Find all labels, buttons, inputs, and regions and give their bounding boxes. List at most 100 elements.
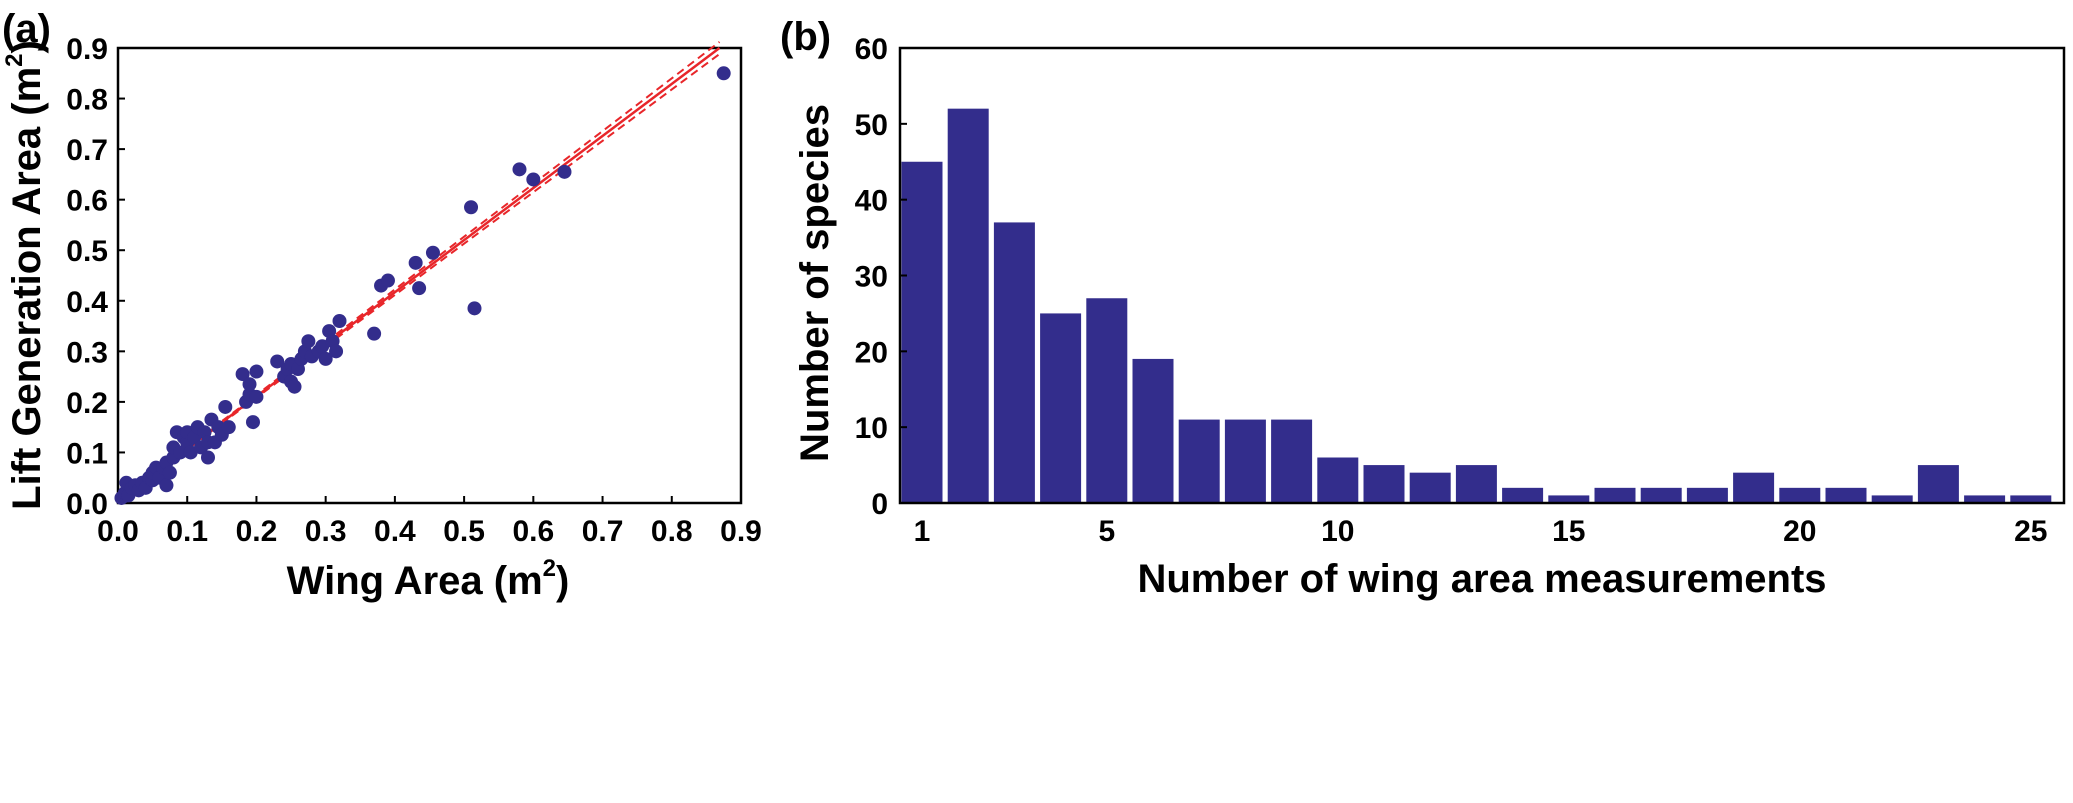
panel-a-data-point	[332, 314, 347, 328]
panel-a-y-tick-label: 0.3	[66, 336, 108, 369]
panel-b-bar	[1825, 487, 1867, 503]
panel-a-data-point	[287, 379, 302, 394]
panel-b-bar	[1733, 472, 1775, 503]
panel-a-x-tick-label: 0.9	[720, 515, 762, 548]
panel-b-bar	[1040, 313, 1082, 503]
panel-b-y-tick-label: 30	[855, 261, 888, 294]
panel-b-bars	[901, 108, 2052, 504]
panel-a-data-point	[235, 367, 250, 382]
panel-a-x-tick-label: 0.8	[651, 515, 693, 548]
panel-a-x-tick-label: 0.0	[97, 515, 139, 548]
panel-b-y-axis-label: Number of species	[793, 104, 837, 462]
panel-b-x-tick-label: 20	[1783, 515, 1816, 548]
panel-a-x-tick-label: 0.1	[166, 515, 208, 548]
panel-b-y-tick-label: 0	[871, 488, 888, 521]
panel-b-bar	[1964, 495, 2006, 503]
panel-b-bar	[1871, 495, 1913, 503]
panel-b-bar	[1548, 495, 1590, 503]
panel-b-bar	[993, 222, 1035, 503]
panel-b-bar	[1686, 487, 1728, 503]
panel-a-x-tick-label: 0.7	[582, 515, 624, 548]
panel-a-data-point	[270, 354, 285, 369]
panel-a-data-point	[526, 172, 541, 187]
panel-b-bar	[1132, 358, 1174, 503]
panel-b-x-tick-label: 10	[1321, 515, 1354, 548]
panel-a-data-point	[301, 334, 316, 349]
panel-a-y-tick-label: 0.7	[66, 134, 108, 167]
panel-b-bar	[1594, 487, 1636, 503]
panel-b-label: (b)	[780, 15, 831, 59]
panel-b-bar	[1640, 487, 1682, 503]
panel-a-y-tick-label: 0.1	[66, 437, 108, 470]
panel-a-data-point	[221, 420, 236, 435]
panel-a-data-points	[114, 66, 731, 505]
panel-a-data-point	[425, 245, 440, 260]
panel-a-y-tick-label: 0.6	[66, 185, 108, 218]
panel-a-data-point	[329, 344, 344, 359]
panel-a-data-point	[249, 389, 264, 404]
panel-b-bar	[1502, 487, 1544, 503]
panel-a-data-point	[464, 200, 479, 215]
panel-a-y-tick-label: 0.0	[66, 488, 108, 521]
panel-a-data-point	[467, 301, 482, 316]
panel-a-y-axis: 0.0 0.1 0.2 0.3 0.4 0.5 0.6 0.7 0.8 0.9	[66, 33, 125, 521]
panel-a-data-point	[380, 273, 395, 288]
panel-b-y-tick-label: 40	[855, 185, 888, 218]
panel-b-bar	[1224, 419, 1266, 503]
panel-a-x-axis: 0.0 0.1 0.2 0.3 0.4 0.5 0.6 0.7 0.8 0.9	[97, 496, 762, 548]
panel-a-data-point	[408, 255, 423, 270]
panel-a-data-point	[242, 377, 257, 392]
panel-a-data-point	[318, 351, 333, 366]
panel-b-y-tick-label: 50	[855, 109, 888, 142]
panel-a-x-tick-label: 0.4	[374, 515, 416, 548]
panel-b-bar	[1317, 457, 1359, 503]
panel-a-y-tick-label: 0.2	[66, 387, 108, 420]
panel-a-data-point	[218, 399, 233, 414]
panel-a-data-point	[315, 339, 330, 354]
panel-a-data-point	[173, 445, 188, 460]
panel-a-x-tick-label: 0.6	[512, 515, 554, 548]
panel-a-y-tick-label: 0.9	[66, 33, 108, 66]
panel-b-y-axis: 0 10 20 30 40 50 60	[855, 33, 907, 521]
panel-a-y-tick-label: 0.4	[66, 286, 108, 319]
panel-b-bar	[1409, 472, 1451, 503]
panel-b-x-tick-label: 25	[2014, 515, 2047, 548]
panel-a-y-axis-label-superscript: 2	[1, 53, 28, 66]
panel-b-x-tick-label: 15	[1552, 515, 1585, 548]
panel-b-x-tick-label: 1	[914, 515, 931, 548]
panel-a-confidence-band	[117, 53, 721, 504]
panel-a-data-point	[183, 445, 198, 460]
panel-b-bar	[947, 108, 989, 504]
panel-a-x-axis-label-main: Wing Area (m	[287, 559, 543, 603]
panel-b-x-tick-label: 5	[1098, 515, 1115, 548]
panel-a-x-axis-label-close: )	[556, 559, 569, 603]
panel-a-y-tick-label: 0.5	[66, 235, 108, 268]
panel-a-data-point	[557, 164, 572, 179]
panel-a-data-point	[245, 415, 260, 430]
panel-a-data-point	[512, 162, 527, 177]
panel-a-x-tick-label: 0.5	[443, 515, 485, 548]
panel-a-scatter-plot: (a) 0.00.10.20.30.40.50.60.70.80.9 0.0 0.…	[1, 7, 762, 603]
panel-a-data-point	[249, 364, 264, 379]
panel-a-y-axis-label: Lift Generation Area (m2)	[1, 40, 49, 510]
panel-b-bar	[2010, 495, 2052, 503]
panel-a-plot-frame	[116, 46, 743, 505]
panel-a-data-point	[716, 66, 731, 81]
panel-b-y-tick-label: 20	[855, 336, 888, 369]
panel-b-bar	[1178, 419, 1220, 503]
panel-a-x-tick-label: 0.3	[305, 515, 347, 548]
panel-b-bar	[1363, 465, 1405, 503]
panel-b-bar	[1271, 419, 1313, 503]
panel-a-data-point	[367, 326, 382, 341]
panel-b-bar	[901, 161, 943, 503]
panel-a-data-point	[159, 478, 174, 493]
panel-a-y-axis-label-close: )	[5, 40, 49, 53]
panel-b-bar	[1779, 487, 1821, 503]
panel-b-bar	[1455, 465, 1497, 503]
panel-a-y-axis-label-main: Lift Generation Area (m	[5, 67, 49, 510]
panel-a-x-axis-label-superscript: 2	[543, 555, 556, 582]
panel-a-y-tick-label: 0.8	[66, 84, 108, 117]
